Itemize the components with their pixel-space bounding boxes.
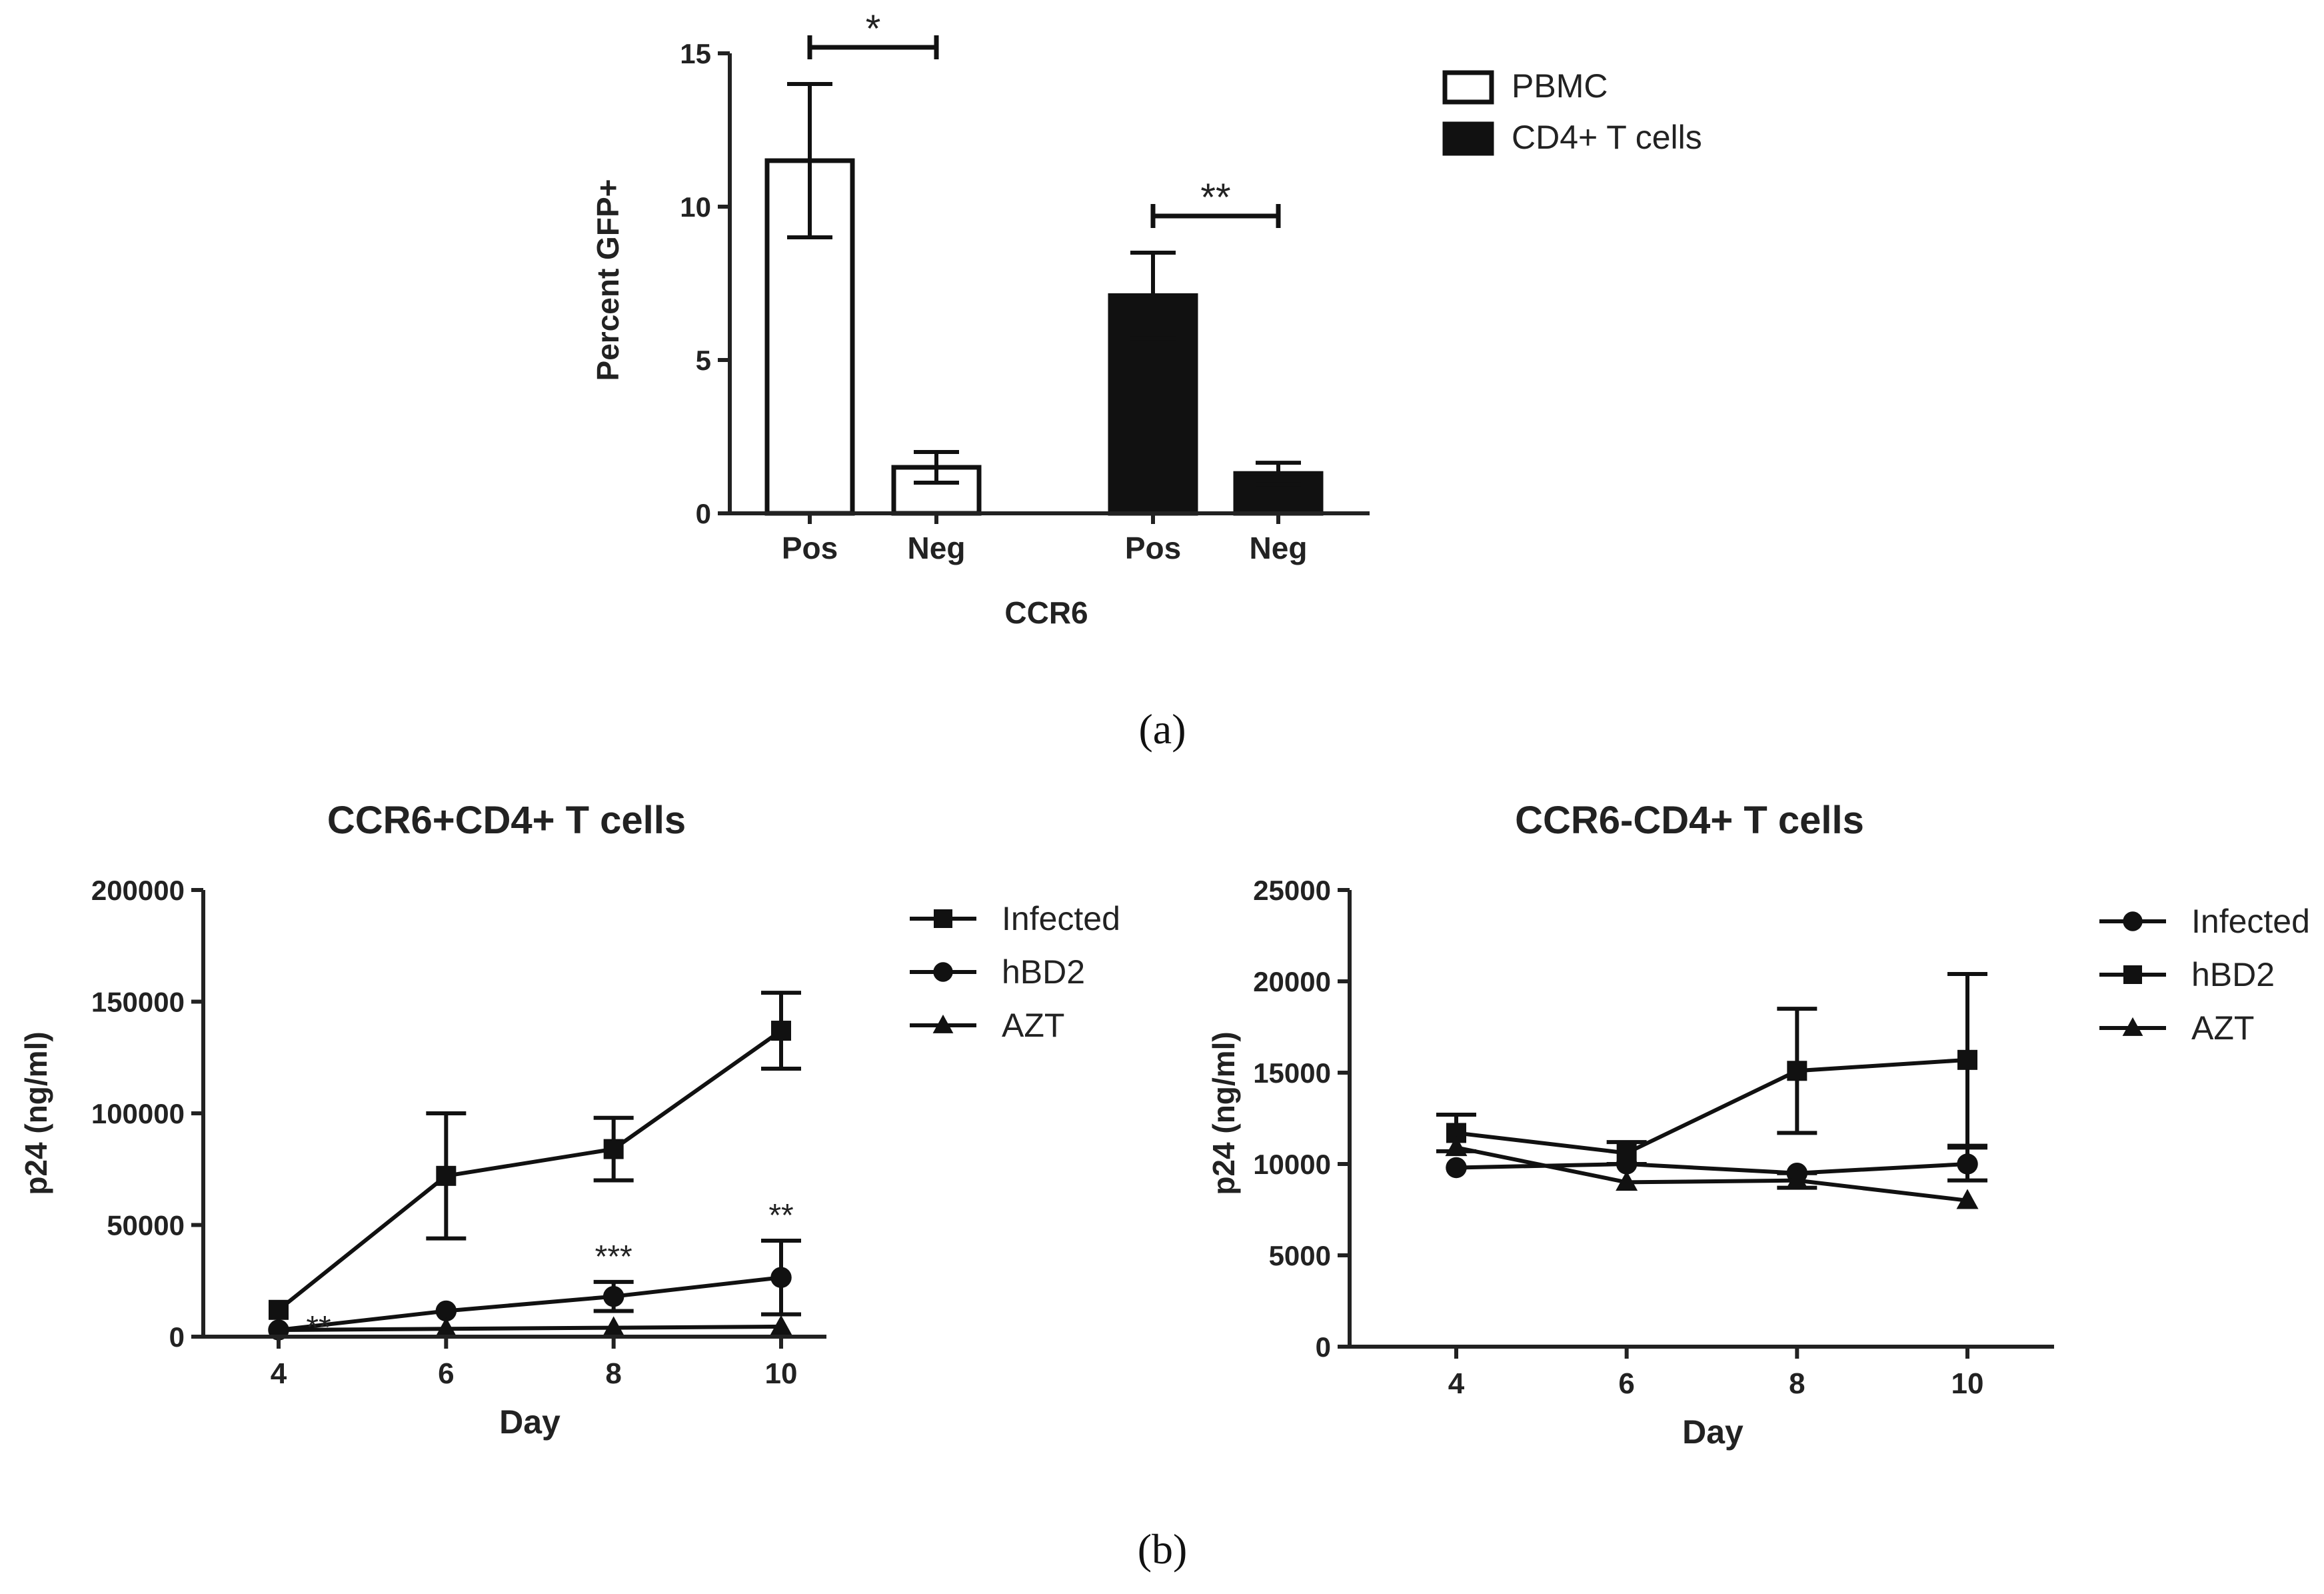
legend-marker-hbd2: [2123, 965, 2142, 984]
point-azt-day-8: [1785, 1169, 1808, 1189]
y-tick-label: 0: [169, 1321, 185, 1353]
x-tick-label: Pos: [1125, 531, 1181, 565]
legend-marker-infected: [934, 909, 952, 928]
y-tick-label: 25000: [1253, 875, 1331, 906]
y-axis-title: Percent GFP+: [590, 179, 625, 381]
point-infected-day-8: [603, 1139, 624, 1159]
y-tick-label: 100000: [91, 1098, 185, 1129]
series-line-hbd2: [278, 1275, 782, 1332]
point-infected-day-6: [436, 1165, 457, 1186]
y-tick-label: 15000: [1253, 1057, 1331, 1089]
x-tick-label: 8: [1789, 1367, 1805, 1400]
y-tick-label: 15: [680, 38, 711, 69]
legend-marker-azt: [932, 1014, 954, 1033]
y-tick-label: 50000: [107, 1210, 185, 1241]
y-tick-label: 20000: [1253, 966, 1331, 997]
y-tick-label: 5000: [1269, 1240, 1331, 1271]
x-tick-label: 4: [271, 1357, 287, 1390]
point-azt-day-10: [770, 1315, 792, 1335]
legend-label-cd4: CD4+ T cells: [1512, 119, 1702, 156]
x-tick-label: 4: [1448, 1367, 1465, 1400]
y-tick-label: 0: [696, 498, 711, 529]
significance-label-day-10: **: [768, 1198, 793, 1233]
point-hbd2-day-8: [1787, 1061, 1807, 1081]
legend-marker-hbd2: [933, 962, 953, 982]
x-tick-label: 8: [605, 1357, 621, 1390]
legend-label-infected: Infected: [1002, 900, 1120, 937]
legend-marker-azt: [2122, 1017, 2143, 1036]
x-tick-label: 10: [1951, 1367, 1984, 1400]
significance-label-cd4-t-cells: **: [1200, 176, 1230, 219]
point-azt-day-4: [267, 1318, 290, 1339]
line-chart-ccr6-neg: CCR6-CD4+ T cells 0 5000 10000 15000 20000 25…: [1206, 799, 2310, 1451]
legend-label-hbd2: hBD2: [2191, 956, 2275, 993]
chart-title-ccr6-pos: CCR6+CD4+ T cells: [327, 799, 686, 842]
y-axis-title: p24 (ng/ml): [1206, 1031, 1241, 1195]
series-line-azt: [278, 1324, 782, 1332]
y-tick-label: 150000: [91, 987, 185, 1018]
y-axis-title: p24 (ng/ml): [19, 1031, 53, 1195]
point-azt-day-8: [602, 1316, 625, 1337]
series-line-infected: [277, 1029, 782, 1312]
panel-label-b: (b): [1138, 1525, 1188, 1573]
x-tick-label: Neg: [908, 531, 966, 565]
x-axis-title: Day: [499, 1403, 561, 1441]
point-hbd2-day-6: [1616, 1143, 1637, 1163]
legend-label-hbd2: hBD2: [1002, 953, 1085, 991]
point-hbd2-day-10: [770, 1267, 792, 1288]
y-tick-label: 10: [680, 191, 711, 223]
x-axis-title: CCR6: [1004, 595, 1088, 630]
point-hbd2-day-10: [1957, 1049, 1977, 1070]
legend-label-infected: Infected: [2191, 903, 2310, 940]
significance-label-day-8: ***: [595, 1239, 632, 1275]
legend-label-azt: AZT: [2191, 1009, 2254, 1047]
legend-swatch-pbmc: [1442, 70, 1494, 105]
y-tick-label: 10000: [1253, 1149, 1331, 1180]
series-line-azt: [1456, 1145, 1968, 1203]
y-tick-label: 0: [1316, 1331, 1331, 1363]
point-hbd2-day-6: [435, 1300, 457, 1322]
significance-label-day-4: **: [306, 1310, 331, 1345]
point-azt-day-10: [1956, 1189, 1979, 1209]
x-tick-label: Pos: [782, 531, 838, 565]
series-line-hbd2: [1456, 1057, 1968, 1155]
significance-label-pbmc: *: [866, 7, 881, 51]
legend-label-pbmc: PBMC: [1512, 67, 1608, 105]
legend-label-azt: AZT: [1002, 1007, 1064, 1044]
x-axis-title: Day: [1682, 1413, 1743, 1451]
x-tick-label: Neg: [1250, 531, 1308, 565]
point-infected-day-10: [1957, 1153, 1978, 1175]
legend-swatch-cd4: [1442, 121, 1494, 156]
point-infected-day-4: [269, 1299, 289, 1320]
line-chart-ccr6-pos: CCR6+CD4+ T cells ******* 05000010000015…: [19, 799, 1120, 1441]
x-tick-label: 6: [438, 1357, 454, 1390]
panel-label-a: (a): [1138, 705, 1186, 753]
point-azt-day-6: [435, 1317, 457, 1338]
point-infected-day-4: [1446, 1157, 1467, 1179]
y-tick-label: 200000: [91, 875, 185, 906]
y-tick-label: 5: [696, 345, 711, 376]
x-tick-label: 10: [765, 1357, 798, 1390]
point-azt-day-6: [1616, 1171, 1638, 1191]
chart-title-ccr6-neg: CCR6-CD4+ T cells: [1515, 799, 1864, 842]
x-tick-label: 6: [1618, 1367, 1634, 1400]
point-azt-day-4: [1445, 1136, 1468, 1157]
legend-marker-infected: [2123, 911, 2143, 931]
point-infected-day-10: [771, 1021, 791, 1041]
point-hbd2-day-8: [602, 1285, 624, 1307]
